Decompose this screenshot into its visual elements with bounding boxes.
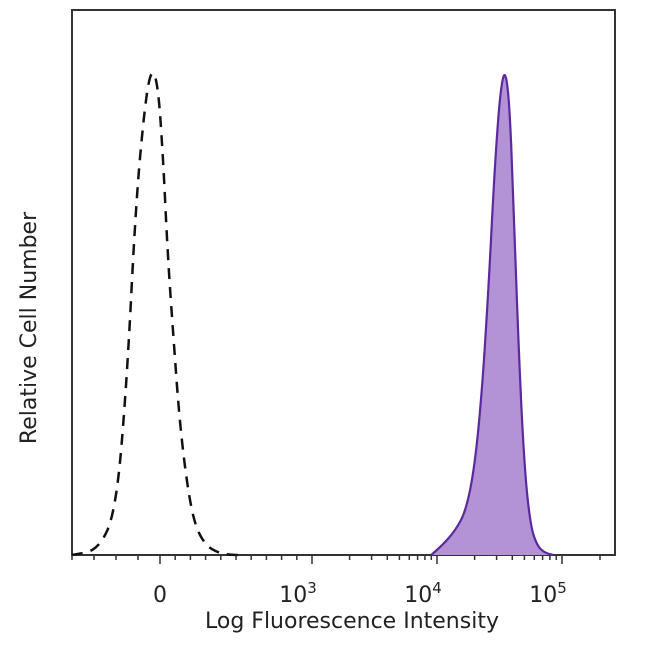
tick-layer: 0 103 104 105 [71,555,601,608]
x-tick-label: 0 [153,583,167,608]
y-axis-label: Relative Cell Number [17,211,42,444]
series-layer [71,72,554,557]
x-tick-label: 105 [529,579,567,608]
x-tick-label: 104 [404,579,442,608]
plot-frame [71,9,616,556]
x-axis-label: Log Fluorescence Intensity [205,609,499,634]
series-2-fill [431,75,554,556]
series-1-line [71,72,244,557]
x-tick-label: 103 [279,579,317,608]
series-2-line [430,74,554,557]
